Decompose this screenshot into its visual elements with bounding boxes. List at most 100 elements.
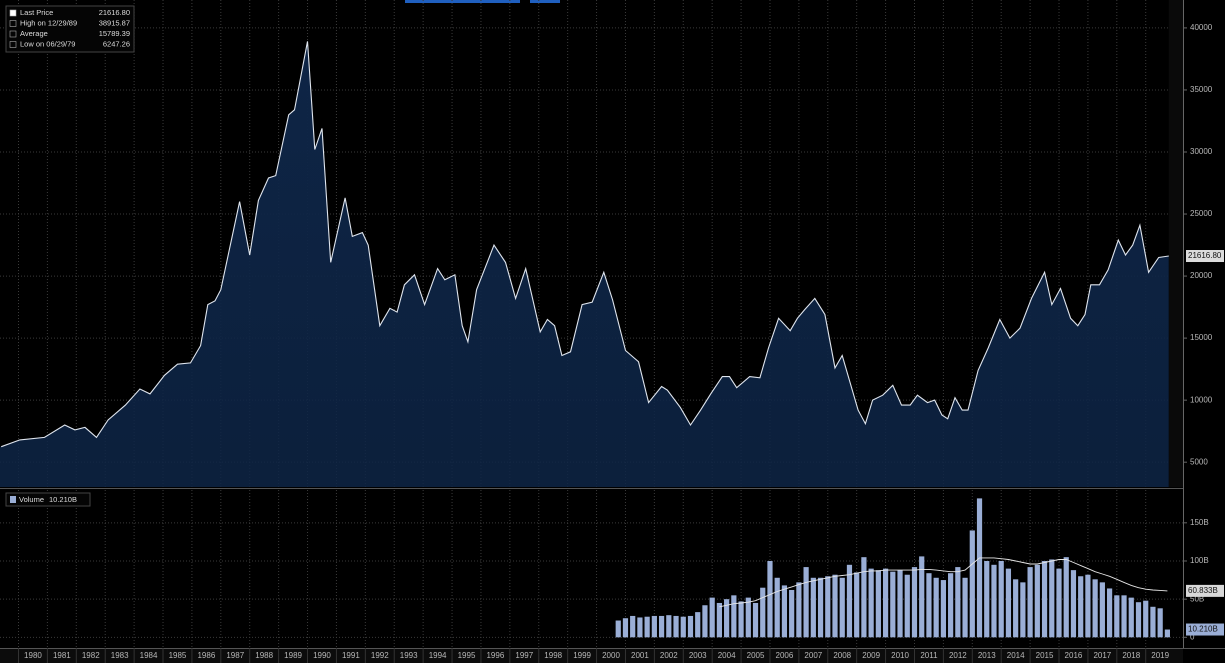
moving-average-line (719, 557, 1168, 608)
x-tick-label: 1990 (313, 651, 331, 660)
legend-label: Average (20, 29, 48, 38)
volume-bar (911, 567, 918, 638)
volume-bar (1114, 595, 1120, 638)
volume-bar (1005, 568, 1012, 638)
volume-bar (637, 617, 643, 638)
x-tick-label: 2000 (602, 651, 620, 660)
labels: 1980 1981 1982 1983 1984 1985 1986 1987 1988 1989… (5, 5, 1224, 660)
volume-bar (1128, 597, 1134, 638)
x-tick-label: 1981 (53, 651, 71, 660)
volume-bar (731, 595, 737, 638)
volume-bar (832, 574, 838, 638)
x-tick-label: 1998 (544, 651, 562, 660)
x-tick-label: 2002 (660, 651, 678, 660)
volume-bar (933, 577, 939, 638)
volume-bar (1070, 570, 1077, 638)
x-tick-label: 1987 (226, 651, 244, 660)
x-tick-label: 2018 (1122, 651, 1140, 660)
volume-bar (702, 605, 708, 638)
y-tick-label: 150B (1190, 518, 1209, 527)
y-tick-label: 30000 (1190, 147, 1213, 156)
x-tick-label: 2015 (1036, 651, 1054, 660)
volume-bar (948, 573, 954, 638)
tab (405, 0, 520, 3)
x-tick-label: 2005 (747, 651, 765, 660)
volume-bar (716, 602, 722, 638)
y-tick-label: 25000 (1190, 209, 1213, 218)
volume-bar (1056, 568, 1062, 638)
volume-bar (1157, 608, 1163, 638)
y-tick-label: 100B (1190, 556, 1209, 565)
x-tick-label: 1996 (486, 651, 504, 660)
volume-bar (825, 576, 831, 638)
x-tick-label: 2017 (1093, 651, 1111, 660)
volume-bar (1063, 557, 1069, 638)
x-tick-label: 2012 (949, 651, 967, 660)
volume-bar (976, 498, 983, 638)
x-tick-label: 1983 (111, 651, 129, 660)
volume-bar (919, 556, 925, 638)
volume-bar (666, 615, 672, 638)
legend-value: 10.210B (49, 495, 77, 504)
volume-bar (998, 560, 1004, 638)
volume-bar (839, 577, 845, 638)
x-tick-label: 1994 (429, 651, 447, 660)
x-tick-label: 1992 (371, 651, 389, 660)
volume-bar (658, 615, 665, 638)
price-area (0, 41, 1169, 488)
y-tick-label: 20000 (1190, 271, 1213, 280)
x-tick-label: 1995 (458, 651, 476, 660)
legend-value: 6247.26 (103, 39, 130, 48)
volume-bar (810, 577, 816, 638)
volume-bar (781, 585, 788, 638)
volume-bar (868, 568, 874, 638)
x-tick-label: 1986 (197, 651, 215, 660)
legend-label: Last Price (20, 8, 53, 17)
volume-bar (687, 615, 694, 638)
price-line (1, 41, 1169, 448)
volume-bar (673, 615, 679, 638)
volume-bar (1078, 576, 1084, 638)
value-tag-label: 21616.80 (1188, 251, 1222, 260)
legend-label: Volume (19, 495, 44, 504)
volume-bar (1135, 602, 1142, 638)
volume-bar (882, 568, 889, 638)
volume-bar (1049, 559, 1055, 638)
x-tick-label: 1985 (169, 651, 187, 660)
x-tick-label: 1982 (82, 651, 100, 660)
y-tick-label: 35000 (1190, 85, 1213, 94)
volume-bar (803, 567, 809, 638)
legend-marker (9, 41, 17, 48)
x-tick-label: 1980 (24, 651, 42, 660)
volume-bar (969, 530, 975, 638)
marks (0, 41, 1170, 638)
value-tag (1186, 623, 1224, 636)
legend-value: 15789.39 (99, 29, 130, 38)
x-tick-label: 2014 (1007, 651, 1025, 660)
x-tick-label: 1993 (400, 651, 418, 660)
x-tick-label: 2013 (978, 651, 996, 660)
volume-bar (984, 560, 990, 638)
volume-bar (904, 574, 910, 638)
volume-bar (991, 564, 997, 638)
volume-bar (1041, 560, 1048, 638)
volume-bar (644, 616, 650, 638)
value-tag-label: 10.210B (1188, 625, 1218, 634)
legend-value: 21616.80 (99, 8, 130, 17)
x-tick-label: 2019 (1151, 651, 1169, 660)
y-tick-label: 15000 (1190, 333, 1213, 342)
volume-bar (1099, 582, 1105, 638)
volume-bar (774, 577, 780, 638)
x-tick-label: 2009 (862, 651, 880, 660)
legend-value: 38915.87 (99, 18, 130, 27)
volume-bar (940, 580, 946, 638)
y-tick-label: 0 (1190, 632, 1195, 641)
volume-bar (1085, 574, 1091, 638)
x-tick-label: 2003 (689, 651, 707, 660)
volume-bar (962, 577, 968, 638)
x-tick-label: 2007 (804, 651, 822, 660)
tab (530, 0, 560, 3)
volume-bar (1150, 606, 1156, 638)
volume-bar (1143, 600, 1149, 638)
